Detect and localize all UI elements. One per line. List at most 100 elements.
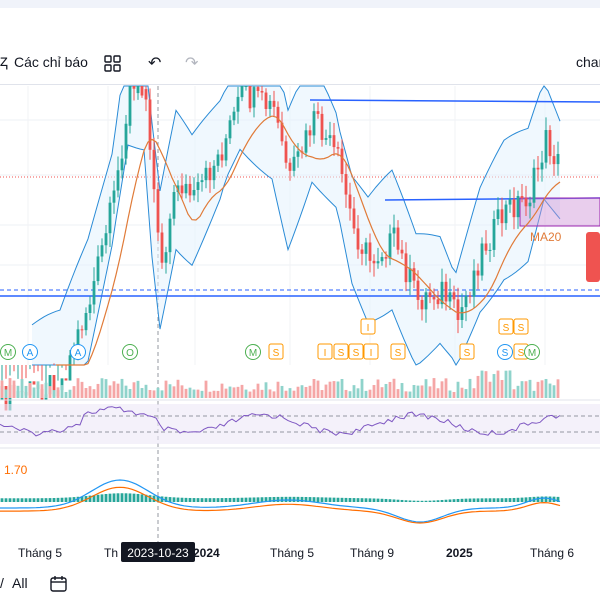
candle	[396, 220, 400, 255]
candle-body	[340, 148, 344, 175]
candle-body	[424, 292, 428, 310]
macd-histogram-bar	[316, 497, 320, 502]
macd-histogram-bar	[44, 498, 48, 502]
candle-body	[332, 135, 336, 148]
macd-histogram-bar	[484, 498, 488, 502]
macd-histogram-bar	[124, 493, 128, 502]
candle-body	[136, 86, 140, 94]
volume-bar	[328, 381, 332, 398]
marker-shape	[333, 343, 349, 360]
indicator-icon[interactable]: ⱬ	[0, 53, 8, 70]
toolbar-right-label[interactable]: char	[576, 54, 600, 70]
candle-body	[172, 192, 176, 219]
volume-bar	[288, 388, 292, 398]
candle	[96, 245, 100, 286]
volume-bar	[32, 387, 36, 398]
macd-histogram-bar	[376, 498, 380, 502]
volume-bar	[120, 378, 124, 398]
candle	[388, 224, 392, 266]
candle-body	[144, 89, 148, 100]
candle	[104, 225, 108, 254]
event-marker-label: A	[75, 348, 82, 359]
candle-body	[380, 257, 384, 262]
candle	[124, 115, 128, 165]
range-separator-icon: /	[0, 575, 4, 591]
volume-bar	[88, 386, 92, 398]
candle-body	[352, 208, 356, 229]
macd-histogram-bar	[64, 497, 68, 502]
candle-body	[128, 86, 132, 126]
volume-bar	[216, 390, 220, 398]
volume-bar	[48, 386, 52, 398]
macd-histogram-bar	[368, 498, 372, 502]
volume-bar	[396, 389, 400, 398]
macd-panel	[0, 479, 561, 524]
macd-histogram-bar	[32, 498, 36, 502]
volume-bar	[388, 381, 392, 398]
candle	[136, 86, 140, 100]
layout-grid-icon[interactable]	[104, 55, 122, 73]
candle-body	[184, 183, 188, 194]
candle	[352, 197, 356, 234]
volume-bar	[392, 378, 396, 398]
macd-histogram-bar	[492, 498, 496, 502]
candle	[244, 86, 248, 91]
macd-histogram-bar	[272, 496, 276, 502]
candle	[256, 86, 260, 98]
macd-histogram-bar	[136, 493, 140, 502]
candle	[520, 183, 524, 203]
candle	[216, 149, 220, 173]
volume-bar	[464, 389, 468, 398]
macd-histogram-bar	[188, 497, 192, 502]
volume-bar	[436, 388, 440, 398]
volume-bar	[40, 384, 44, 398]
candle-body	[180, 185, 184, 194]
macd-histogram-bar	[452, 499, 456, 502]
macd-histogram-bar	[360, 498, 364, 502]
candle-body	[360, 249, 364, 254]
volume-bar	[524, 381, 528, 398]
indicators-button[interactable]: Các chỉ báo	[14, 54, 88, 70]
macd-histogram-bar	[192, 498, 196, 502]
volume-bar	[200, 390, 204, 398]
candle	[92, 267, 96, 314]
candle-body	[296, 151, 300, 157]
macd-histogram-bar	[364, 498, 368, 502]
crosshair-date-label: 2023-10-23	[127, 546, 189, 560]
resistance-line	[309, 99, 600, 103]
volume-bar	[344, 389, 348, 398]
candle	[236, 86, 240, 124]
candle-body	[60, 378, 64, 391]
undo-icon[interactable]: ↶	[148, 55, 162, 72]
macd-histogram-bar	[384, 498, 388, 502]
candle-body	[276, 106, 280, 123]
volume-bar	[384, 383, 388, 398]
marker-shape	[497, 344, 513, 360]
volume-bar	[248, 391, 252, 398]
candle-body	[52, 375, 56, 397]
candle	[544, 117, 548, 169]
volume-bar	[476, 375, 480, 398]
volume-bar	[244, 389, 248, 398]
candle-body	[264, 92, 268, 109]
volume-bar	[28, 382, 32, 398]
marker-shape	[459, 343, 475, 360]
candle	[204, 160, 208, 189]
marker-shape	[390, 343, 406, 360]
candle-body	[124, 123, 128, 159]
event-marker-label: I	[324, 348, 327, 359]
macd-histogram-bar	[104, 493, 108, 502]
range-all-button[interactable]: All	[12, 575, 28, 591]
candle	[500, 197, 504, 237]
macd-histogram-bar	[340, 497, 344, 502]
candle-body	[436, 299, 440, 305]
event-marker: M	[0, 344, 16, 360]
candle-body	[236, 96, 240, 112]
candle-body	[328, 135, 332, 139]
candle-body	[116, 170, 120, 191]
macd-histogram-bar	[392, 499, 396, 502]
macd-histogram-bar	[296, 496, 300, 502]
calendar-icon[interactable]	[50, 575, 68, 593]
redo-icon[interactable]: ↷	[185, 55, 199, 72]
